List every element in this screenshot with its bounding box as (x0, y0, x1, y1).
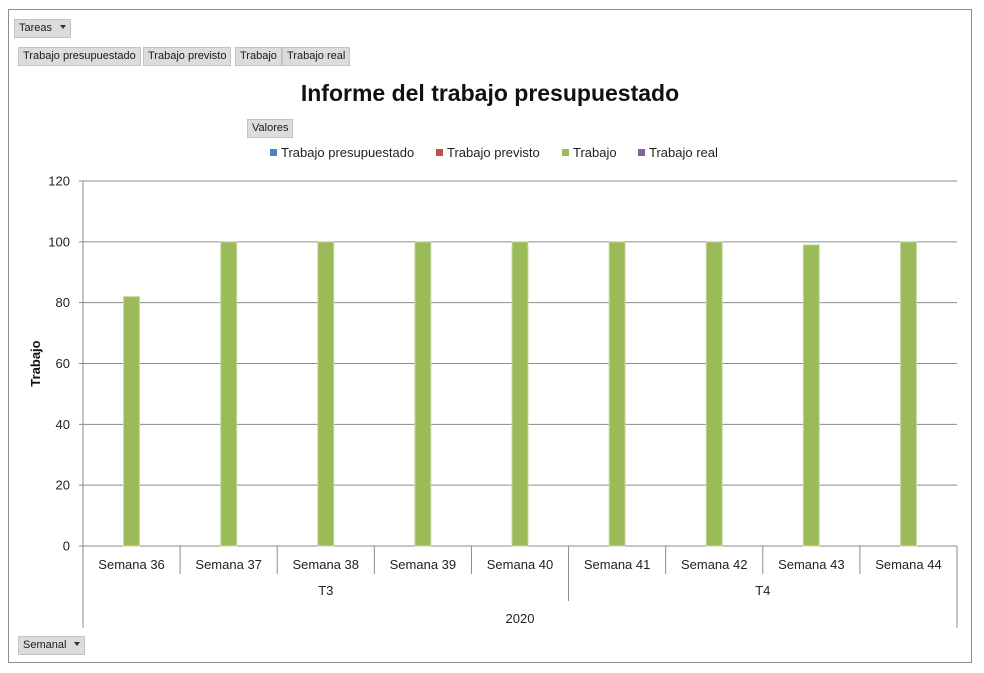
value-field-button[interactable]: Trabajo real (282, 47, 351, 66)
bar (802, 244, 820, 547)
value-field-button[interactable]: Trabajo presupuestado (18, 47, 141, 66)
bar (511, 241, 529, 547)
legend-swatch (436, 149, 443, 156)
value-field-button[interactable]: Trabajo (235, 47, 282, 66)
tareas-filter-label: Tareas (19, 22, 53, 34)
x-tick-label: Semana 38 (293, 557, 360, 572)
bar (220, 241, 238, 547)
bar (899, 241, 917, 547)
y-tick-label: 20 (56, 478, 70, 493)
group-label: T4 (755, 583, 770, 598)
tareas-filter-button[interactable]: Tareas (14, 19, 72, 38)
valores-field-button[interactable]: Valores (247, 119, 294, 138)
bar (705, 241, 723, 547)
x-tick-label: Semana 41 (584, 557, 651, 572)
y-axis-title: Trabajo (28, 340, 43, 386)
bar (317, 241, 335, 547)
valores-field-label: Valores (252, 122, 289, 134)
x-tick-label: Semana 44 (875, 557, 942, 572)
y-tick-label: 120 (48, 174, 70, 189)
chart-title: Informe del trabajo presupuestado (301, 80, 679, 106)
bar (123, 296, 141, 547)
legend-swatch (562, 149, 569, 156)
bar (608, 241, 626, 547)
legend-label: Trabajo (573, 145, 617, 160)
legend-swatch (270, 149, 277, 156)
x-tick-label: Semana 43 (778, 557, 845, 572)
year-label: 2020 (506, 611, 535, 626)
y-tick-label: 60 (56, 356, 70, 371)
legend-label: Trabajo real (649, 145, 718, 160)
y-tick-label: 100 (48, 234, 70, 249)
semanal-filter-button[interactable]: Semanal (18, 636, 86, 655)
x-tick-label: Semana 37 (195, 557, 262, 572)
legend-label: Trabajo previsto (447, 145, 540, 160)
y-tick-label: 0 (63, 539, 70, 554)
x-tick-label: Semana 40 (487, 557, 554, 572)
dropdown-arrow-icon (74, 642, 81, 647)
x-tick-label: Semana 42 (681, 557, 748, 572)
legend-swatch (638, 149, 645, 156)
x-tick-label: Semana 36 (98, 557, 165, 572)
group-label: T3 (318, 583, 333, 598)
legend-label: Trabajo presupuestado (281, 145, 414, 160)
x-tick-label: Semana 39 (390, 557, 457, 572)
value-field-button[interactable]: Trabajo previsto (143, 47, 232, 66)
semanal-filter-label: Semanal (23, 639, 67, 651)
bar (414, 241, 432, 547)
dropdown-arrow-icon (60, 25, 67, 30)
y-tick-label: 40 (56, 417, 70, 432)
y-tick-label: 80 (56, 295, 70, 310)
